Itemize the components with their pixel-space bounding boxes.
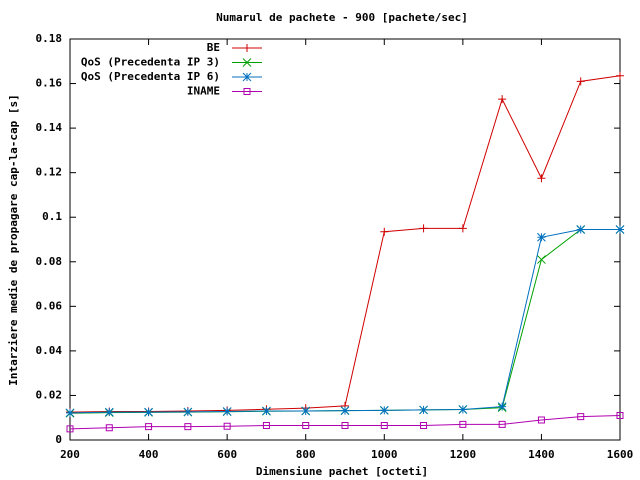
x-axis-label: Dimensiune pachet [octeti] — [256, 465, 428, 478]
x-tick-label: 800 — [296, 448, 316, 461]
point-marker — [262, 422, 270, 430]
y-tick-label: 0.06 — [36, 299, 63, 312]
point-marker — [498, 95, 507, 104]
point-marker — [458, 405, 468, 414]
plot-frame — [69, 38, 621, 441]
legend-label: BE — [207, 41, 220, 54]
y-tick-label: 0.08 — [36, 255, 63, 268]
series-line — [69, 414, 621, 430]
x-tick-label: 1000 — [371, 448, 398, 461]
point-marker — [537, 174, 546, 183]
series-line — [69, 75, 621, 413]
point-marker — [104, 407, 114, 417]
point-marker — [66, 425, 74, 433]
legend-marker — [243, 44, 251, 52]
y-tick-label: 0.04 — [36, 344, 63, 357]
y-axis-label: Intarziere medie de propagare cap-la-cap… — [7, 94, 20, 385]
x-tick-label: 200 — [60, 448, 80, 461]
x-tick-label: 600 — [217, 448, 237, 461]
x-tick-label: 1200 — [450, 448, 477, 461]
point-marker — [65, 408, 75, 418]
y-tick-label: 0.18 — [36, 32, 63, 45]
legend-label: QoS (Precedenta IP 6) — [81, 70, 220, 83]
point-marker — [184, 423, 192, 431]
point-marker — [498, 420, 506, 428]
point-marker — [459, 420, 467, 428]
legend-label: QoS (Precedenta IP 3) — [81, 56, 220, 69]
y-tick-label: 0.02 — [36, 388, 63, 401]
point-marker — [145, 423, 153, 431]
y-tick-label: 0.14 — [36, 121, 63, 134]
y-tick-label: 0.12 — [36, 166, 63, 179]
point-marker — [458, 224, 467, 233]
point-marker — [616, 411, 624, 419]
x-tick-label: 400 — [139, 448, 159, 461]
point-marker — [537, 255, 546, 264]
legend-marker — [243, 88, 251, 95]
point-marker — [144, 407, 153, 417]
point-marker — [183, 407, 193, 417]
legend-marker — [242, 72, 252, 82]
y-tick-label: 0.1 — [42, 210, 62, 223]
y-tick-label: 0 — [55, 433, 62, 446]
legend-marker — [242, 58, 252, 67]
point-marker — [615, 225, 625, 234]
point-marker — [380, 422, 388, 430]
point-marker — [419, 224, 428, 233]
point-marker — [380, 227, 389, 236]
series-line — [69, 228, 620, 414]
point-marker — [379, 406, 389, 415]
point-marker — [537, 232, 546, 242]
point-marker — [576, 77, 585, 86]
point-marker — [577, 413, 585, 421]
point-marker — [262, 406, 271, 416]
point-marker — [616, 71, 624, 80]
point-marker — [301, 406, 311, 416]
point-marker — [341, 422, 349, 430]
point-marker — [419, 405, 428, 415]
series-line — [69, 228, 620, 414]
point-marker — [302, 422, 310, 430]
point-marker — [223, 422, 231, 430]
point-marker — [576, 225, 586, 234]
point-marker — [222, 407, 232, 416]
point-marker — [105, 424, 113, 432]
legend-label: INAME — [187, 85, 220, 98]
point-marker — [497, 402, 507, 411]
x-tick-label: 1600 — [607, 448, 634, 461]
point-marker — [340, 406, 350, 415]
point-marker — [537, 416, 545, 424]
point-marker — [420, 422, 428, 430]
y-tick-label: 0.16 — [36, 77, 63, 90]
x-tick-label: 1400 — [528, 448, 555, 461]
chart-title: Numarul de pachete - 900 [pachete/sec] — [216, 11, 468, 24]
